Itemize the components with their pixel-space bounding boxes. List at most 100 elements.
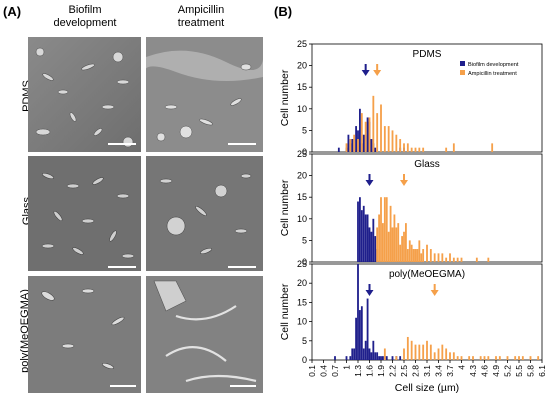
bar-1-ampicillin-24 xyxy=(422,249,425,262)
x-tick-label-9: 2.8 xyxy=(411,365,421,377)
bar-2-ampicillin-0 xyxy=(383,348,386,360)
bar-1-ampicillin-5 xyxy=(385,197,388,262)
median-arrow-ampicillin-2-head xyxy=(430,290,439,296)
bar-2-biofilm-14 xyxy=(372,340,375,360)
y-tick-label-2-0: 0 xyxy=(302,355,307,365)
x-tick-label-15: 4.6 xyxy=(480,365,490,377)
legend-swatch-1 xyxy=(460,70,465,75)
column-header-biofilm-line1: Biofilm xyxy=(68,4,102,16)
bar-1-ampicillin-6 xyxy=(387,231,390,262)
bar-1-ampicillin-3 xyxy=(382,223,384,262)
bar-2-ampicillin-28 xyxy=(521,356,524,360)
bar-2-biofilm-22 xyxy=(391,356,394,360)
bar-1-ampicillin-22 xyxy=(418,240,421,262)
bar-1-biofilm-6 xyxy=(368,227,371,262)
bar-2-biofilm-12 xyxy=(368,348,371,360)
bar-0-biofilm-4 xyxy=(351,139,354,152)
bar-1-biofilm-2 xyxy=(360,210,363,262)
bar-1-ampicillin-10 xyxy=(395,227,398,262)
bar-0-ampicillin-15 xyxy=(403,143,405,152)
bar-0-ampicillin-19 xyxy=(418,147,421,152)
bar-2-ampicillin-17 xyxy=(460,356,463,360)
bar-1-biofilm-3 xyxy=(362,205,365,262)
bar-0-ampicillin-23 xyxy=(491,143,494,152)
bar-1-ampicillin-19 xyxy=(412,249,415,262)
median-arrow-biofilm-2-head xyxy=(365,290,374,296)
bar-1-ampicillin-4 xyxy=(383,197,386,262)
bar-0-ampicillin-16 xyxy=(406,143,409,152)
bar-0-ampicillin-2 xyxy=(353,134,356,152)
bar-1-ampicillin-2 xyxy=(380,197,382,262)
bar-1-ampicillin-25 xyxy=(426,244,428,262)
y-tick-label-2-20: 20 xyxy=(297,278,307,288)
bar-1-ampicillin-26 xyxy=(429,249,432,262)
bar-1-biofilm-5 xyxy=(366,214,369,262)
bar-1-biofilm-0 xyxy=(357,201,359,262)
x-tick-label-7: 2.2 xyxy=(388,365,398,377)
bar-1-ampicillin-33 xyxy=(456,257,459,262)
bar-2-biofilm-21 xyxy=(385,356,388,360)
bar-2-biofilm-8 xyxy=(360,306,363,360)
subplot-title-2: poly(MeOEGMA) xyxy=(389,269,465,280)
x-tick-label-17: 5.2 xyxy=(503,365,513,377)
bar-0-ampicillin-5 xyxy=(364,121,367,152)
bar-2-biofilm-13 xyxy=(370,352,373,360)
sem-image-glass-ampicillin xyxy=(146,156,263,271)
x-tick-label-19: 5.8 xyxy=(526,365,536,377)
bar-0-biofilm-16 xyxy=(374,147,377,152)
x-tick-label-5: 1.6 xyxy=(365,365,375,377)
x-tick-label-11: 3.4 xyxy=(434,365,444,377)
bar-2-biofilm-4 xyxy=(353,348,356,360)
bar-2-ampicillin-26 xyxy=(514,356,517,360)
bar-0-ampicillin-12 xyxy=(391,130,394,152)
bar-2-ampicillin-3 xyxy=(406,336,409,360)
y-tick-label-1-25: 25 xyxy=(297,149,307,159)
bar-2-ampicillin-16 xyxy=(456,356,459,360)
x-tick-label-1: 0.4 xyxy=(319,365,329,377)
y-tick-label-2-25: 25 xyxy=(297,259,307,269)
bar-2-ampicillin-30 xyxy=(537,356,540,360)
sem-image-poly-biofilm xyxy=(28,276,141,393)
x-tick-label-6: 1.9 xyxy=(376,365,386,377)
bar-2-ampicillin-11 xyxy=(437,348,440,360)
bar-1-ampicillin-21 xyxy=(416,249,419,262)
bar-2-ampicillin-14 xyxy=(449,352,451,360)
bar-0-ampicillin-4 xyxy=(360,113,363,152)
x-tick-label-8: 2.5 xyxy=(399,365,409,377)
legend-label-1: Ampicillin treatment xyxy=(468,71,517,77)
x-tick-label-2: 0.7 xyxy=(330,365,340,377)
bar-2-biofilm-6 xyxy=(357,264,359,360)
bar-2-ampicillin-23 xyxy=(495,356,497,360)
bar-2-biofilm-15 xyxy=(374,352,377,360)
bar-2-biofilm-18 xyxy=(380,356,382,360)
bar-0-ampicillin-7 xyxy=(372,95,375,152)
bar-2-ampicillin-29 xyxy=(529,356,532,360)
y-tick-label-0-15: 15 xyxy=(297,82,307,92)
bar-2-biofilm-0 xyxy=(334,356,336,360)
column-header-biofilm: Biofilm development xyxy=(30,4,140,30)
x-tick-label-18: 5.5 xyxy=(514,365,524,377)
column-header-ampicillin-line1: Ampicillin xyxy=(177,4,225,16)
bar-1-biofilm-7 xyxy=(370,231,373,262)
sem-image-poly-ampicillin xyxy=(146,276,263,393)
bar-1-ampicillin-20 xyxy=(414,249,417,262)
bar-2-biofilm-10 xyxy=(364,340,367,360)
bar-2-ampicillin-8 xyxy=(426,340,428,360)
bar-0-biofilm-8 xyxy=(359,108,361,152)
x-axis-label: Cell size (µm) xyxy=(395,382,459,394)
bar-2-biofilm-11 xyxy=(366,298,369,360)
bar-1-ampicillin-7 xyxy=(389,205,392,262)
y-tick-label-0-5: 5 xyxy=(302,125,307,135)
x-tick-label-20: 6.1 xyxy=(537,365,547,377)
bar-1-ampicillin-31 xyxy=(449,253,451,262)
subplot-title-1: Glass xyxy=(414,159,440,170)
bar-0-ampicillin-18 xyxy=(414,147,417,152)
bar-1-ampicillin-9 xyxy=(393,214,396,262)
bar-0-ampicillin-22 xyxy=(452,143,455,152)
y-tick-label-0-0: 0 xyxy=(302,147,307,157)
bar-1-ampicillin-35 xyxy=(475,257,478,262)
sem-image-pdms-biofilm xyxy=(28,37,141,152)
bar-1-biofilm-1 xyxy=(359,197,361,262)
column-header-ampicillin-line2: treatment xyxy=(177,17,225,29)
